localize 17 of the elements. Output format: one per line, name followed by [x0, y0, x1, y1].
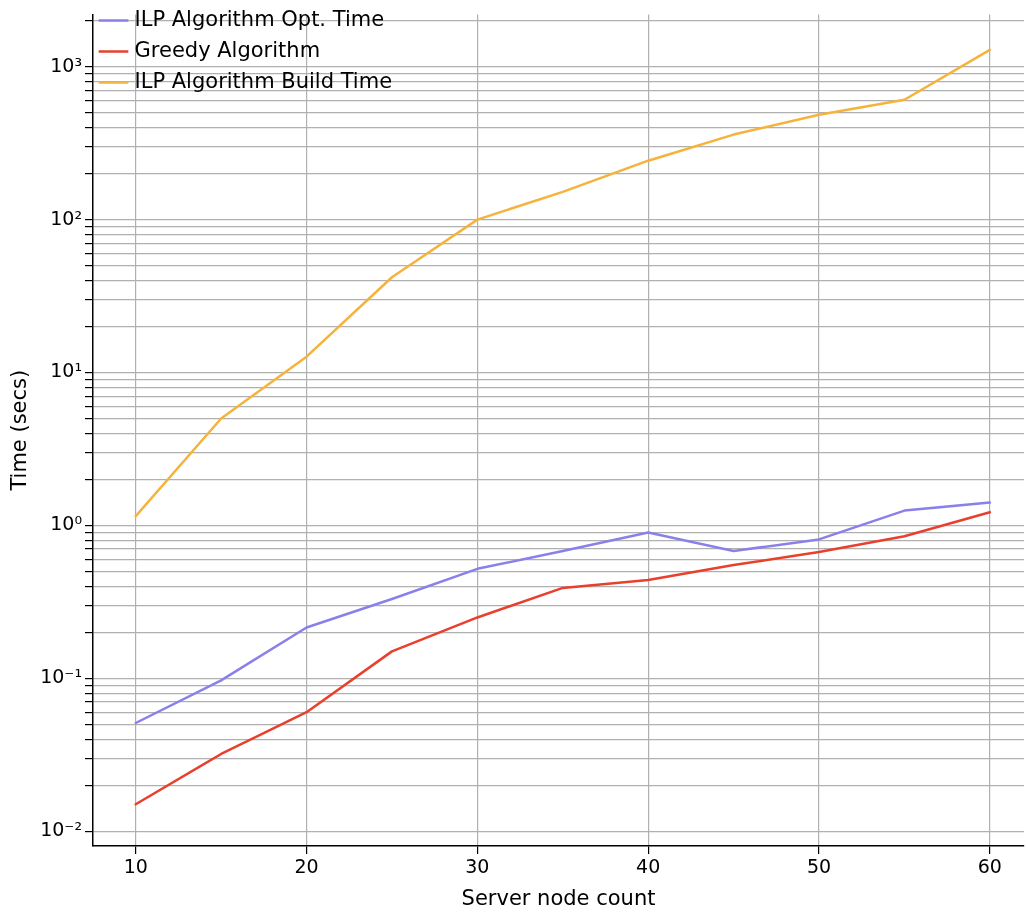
y-tick-label: 10¹ [50, 359, 83, 382]
x-tick-label: 60 [977, 855, 1002, 878]
y-tick-label: 10⁰ [50, 512, 83, 535]
x-tick-label: 20 [294, 855, 319, 878]
x-axis-title: Server node count [461, 885, 656, 910]
y-axis-title: Time (secs) [7, 369, 32, 492]
y-tick-label: 10⁻¹ [40, 665, 83, 688]
legend-label: ILP Algorithm Build Time [134, 68, 393, 93]
legend-label: Greedy Algorithm [134, 37, 321, 62]
x-tick-label: 30 [465, 855, 490, 878]
x-tick-label: 50 [806, 855, 832, 878]
y-tick-label: 10⁻² [40, 818, 83, 841]
legend-label: ILP Algorithm Opt. Time [134, 6, 385, 31]
x-tick-label: 10 [123, 855, 148, 878]
y-tick-label: 10² [50, 206, 83, 229]
y-tick-label: 10³ [50, 53, 83, 76]
x-tick-label: 40 [636, 855, 661, 878]
